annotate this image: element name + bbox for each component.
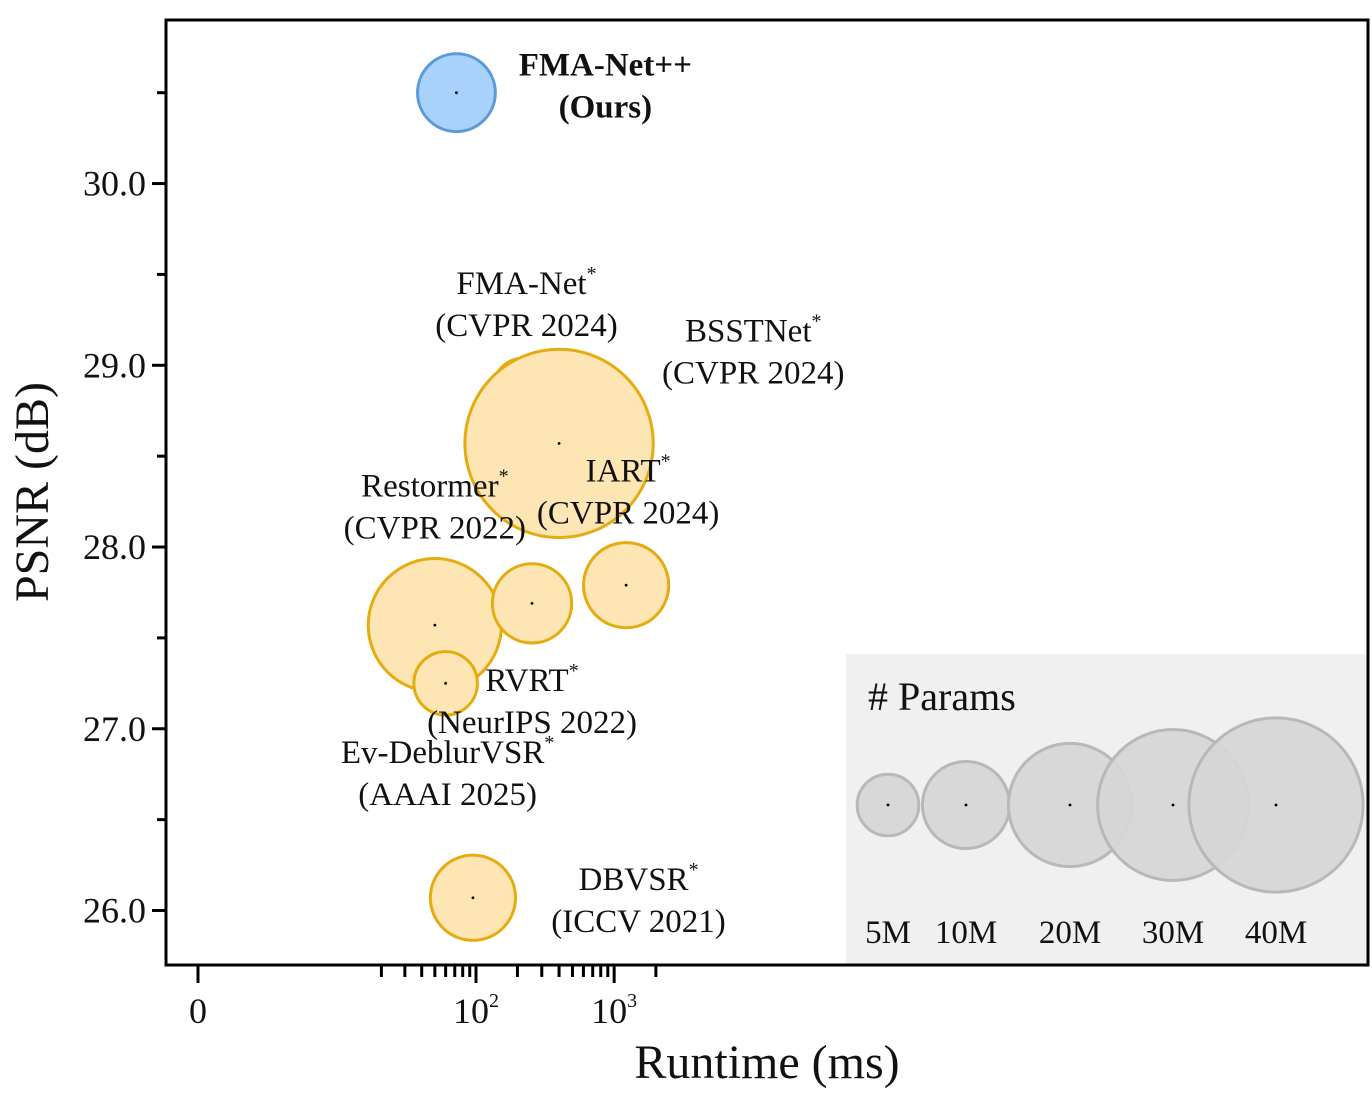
label-name-rvrt: RVRT* [485, 660, 578, 699]
x-tick-label-100: 102 [453, 990, 499, 1031]
label-sup-iart: * [661, 451, 671, 473]
legend-bubble-center-5M [886, 803, 890, 807]
label-name-text-fmanetpp: FMA-Net++ [519, 48, 692, 84]
label-name-fmanet: FMA-Net* [456, 263, 596, 302]
legend-label-40M: 40M [1245, 915, 1307, 951]
label-name-text-iart: IART [586, 454, 661, 490]
label-venue-bsstnet: (CVPR 2024) [662, 355, 844, 391]
label-venue-iart: (CVPR 2024) [537, 496, 719, 532]
label-venue-fmanetpp: (Ours) [559, 90, 653, 126]
label-sup-rvrt: * [569, 660, 579, 682]
y-tick-label-27.0: 27.0 [83, 709, 146, 749]
bubble-center-rvrt [530, 601, 534, 605]
label-name-text-bsstnet: BSSTNet [685, 313, 812, 349]
legend-label-20M: 20M [1039, 915, 1101, 951]
legend-bubble-center-10M [964, 803, 968, 807]
label-sup-dbvsr: * [689, 859, 699, 881]
legend-label-30M: 30M [1142, 915, 1204, 951]
x-tick-label-1000: 103 [591, 990, 637, 1031]
label-venue-restormer: (CVPR 2022) [344, 511, 526, 547]
label-name-restormer: Restormer* [361, 466, 508, 505]
bubble-center-iart [624, 583, 628, 587]
label-name-evdeblurvsr: Ev-DeblurVSR* [341, 732, 554, 771]
label-name-fmanetpp: FMA-Net++ [519, 48, 692, 84]
label-name-dbvsr: DBVSR* [579, 859, 699, 898]
legend-bubble-center-20M [1068, 803, 1072, 807]
legend-bubble-center-40M [1274, 803, 1278, 807]
label-sup-fmanet: * [587, 263, 597, 285]
y-axis-title: PSNR (dB) [6, 382, 59, 602]
label-name-text-dbvsr: DBVSR [579, 862, 689, 898]
label-sup-restormer: * [499, 466, 509, 488]
x-tick-label-exp-1000: 3 [627, 990, 637, 1012]
label-name-text-fmanet: FMA-Net [456, 266, 586, 302]
legend-bubble-center-30M [1171, 803, 1175, 807]
label-name-text-rvrt: RVRT [485, 663, 568, 699]
y-tick-label-30.0: 30.0 [83, 164, 146, 204]
label-name-iart: IART* [586, 451, 671, 490]
bubble-center-dbvsr [471, 896, 475, 900]
label-venue-rvrt: (NeurIPS 2022) [427, 705, 637, 741]
point-labels-layer: FMA-Net++(Ours)FMA-Net*(CVPR 2024) BSSTNe… [341, 48, 845, 940]
x-tick-label-0: 0 [189, 991, 207, 1031]
legend-label-5M: 5M [865, 915, 911, 951]
legend-title: # Params [868, 674, 1016, 719]
plot-frame [164, 18, 1370, 967]
label-name-bsstnet: BSSTNet* [685, 310, 822, 349]
x-tick-label-base-100: 10 [453, 991, 489, 1031]
x-tick-label-base-1000: 10 [591, 991, 627, 1031]
label-name-text-evdeblurvsr: Ev-DeblurVSR [341, 735, 544, 771]
y-tick-label-29.0: 29.0 [83, 345, 146, 385]
bubbles-layer [366, 52, 671, 942]
label-sup-evdeblurvsr: * [544, 732, 554, 754]
label-venue-fmanet: (CVPR 2024) [435, 308, 617, 344]
x-tick-label-base-0: 0 [189, 991, 207, 1031]
bubble-center-evdeblurvsr [444, 681, 448, 685]
bubble-center-fmanetpp [455, 91, 458, 95]
x-axis-title: Runtime (ms) [634, 1036, 899, 1089]
x-tick-label-exp-100: 2 [489, 990, 499, 1012]
bubble-center-bsstnet [557, 442, 561, 445]
bubble-center-restormer [433, 623, 437, 627]
label-venue-evdeblurvsr: (AAAI 2025) [358, 777, 537, 813]
label-venue-dbvsr: (ICCV 2021) [551, 904, 725, 940]
legend-label-10M: 10M [935, 915, 997, 951]
label-name-text-restormer: Restormer [361, 469, 498, 505]
legend: # Params 5M 10M 20M 30M 40M [846, 654, 1368, 965]
y-tick-label-26.0: 26.0 [83, 890, 146, 930]
y-tick-label-28.0: 28.0 [83, 527, 146, 567]
label-sup-bsstnet: * [812, 310, 822, 332]
axes-layer: 26.027.028.029.030.00 102 103 [83, 91, 658, 1031]
